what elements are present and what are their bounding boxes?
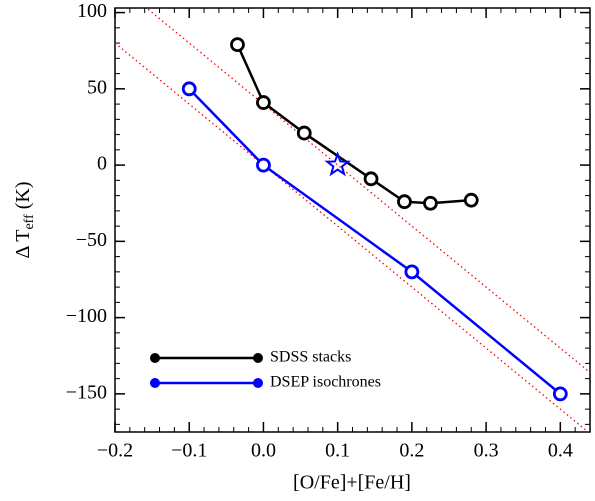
reference-line <box>145 8 590 374</box>
legend-dot <box>253 378 263 388</box>
x-tick-label: 0.2 <box>399 440 424 462</box>
y-tick-label: 50 <box>87 76 107 98</box>
data-point <box>463 192 479 208</box>
data-point <box>256 157 271 173</box>
y-tick-label: −150 <box>66 381 107 403</box>
star-marker <box>324 151 351 177</box>
plot-frame <box>114 7 591 433</box>
x-tick-label: −0.1 <box>171 440 207 462</box>
data-point <box>256 95 271 110</box>
data-point <box>552 386 568 402</box>
y-tick-label: 100 <box>77 0 107 22</box>
data-point <box>404 264 420 280</box>
x-tick-label: 0.0 <box>251 440 276 462</box>
y-label-unit: (K) <box>12 181 34 214</box>
x-tick-label: −0.2 <box>97 440 133 462</box>
data-point <box>423 195 438 211</box>
y-tick-label: 0 <box>97 153 107 175</box>
x-tick-label: 0.3 <box>474 440 499 462</box>
reference-line <box>115 42 590 432</box>
legend-dot <box>253 353 263 363</box>
x-axis-label: [O/Fe]+[Fe/H] <box>293 472 411 494</box>
data-point <box>296 125 312 141</box>
y-label-sub: eff <box>22 214 37 230</box>
data-point <box>363 171 379 187</box>
y-label-main: Δ T <box>12 230 34 259</box>
x-tick-label: 0.4 <box>548 440 573 462</box>
data-point <box>181 81 197 97</box>
legend-dot <box>150 378 160 388</box>
series-line <box>236 44 472 205</box>
data-point <box>230 37 245 53</box>
legend-label: SDSS stacks <box>270 349 351 366</box>
y-tick-label: −100 <box>66 305 107 327</box>
legend-dot <box>150 353 160 363</box>
series-line <box>188 87 562 395</box>
y-axis-label: Δ Teff (K) <box>12 181 38 258</box>
legend-label: DSEP isochrones <box>270 374 381 391</box>
x-tick-label: 0.1 <box>325 440 350 462</box>
plot-area <box>115 8 590 432</box>
data-point <box>397 194 412 210</box>
y-tick-label: −50 <box>76 229 107 251</box>
